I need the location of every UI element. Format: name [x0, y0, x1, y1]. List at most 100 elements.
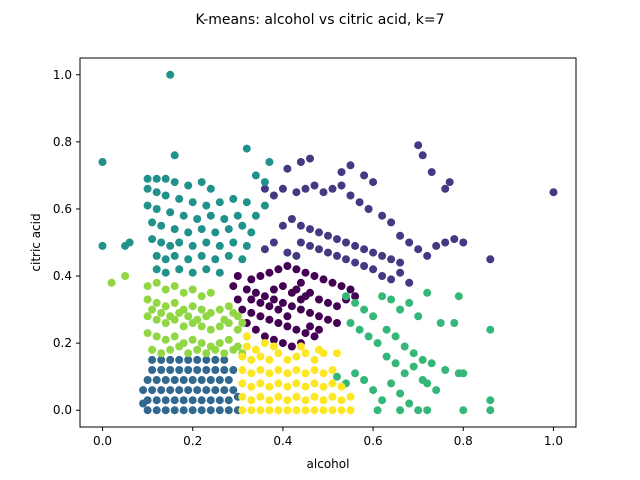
scatter-point-cluster-0	[265, 302, 274, 311]
scatter-point-cluster-2	[170, 376, 179, 384]
scatter-point-cluster-5	[161, 302, 170, 311]
scatter-point-cluster-2	[179, 406, 188, 415]
scatter-point-cluster-1	[287, 215, 296, 223]
scatter-point-cluster-3	[197, 225, 206, 234]
scatter-point-cluster-6	[247, 396, 256, 405]
scatter-point-cluster-4	[486, 325, 495, 334]
scatter-point-cluster-0	[256, 298, 265, 307]
scatter-point-cluster-3	[188, 198, 197, 207]
scatter-point-cluster-6	[292, 406, 301, 415]
scatter-point-cluster-0	[265, 268, 274, 277]
scatter-point-cluster-5	[143, 282, 152, 291]
scatter-point-cluster-1	[387, 218, 396, 227]
scatter-point-cluster-4	[418, 355, 427, 364]
scatter-point-cluster-5	[224, 302, 233, 311]
scatter-point-cluster-4	[414, 312, 423, 321]
y-tick-label: 0.2	[53, 336, 72, 350]
scatter-point-cluster-0	[296, 305, 305, 314]
scatter-point-cluster-3	[152, 174, 161, 183]
scatter-point-cluster-1	[427, 168, 436, 177]
scatter-point-cluster-2	[211, 386, 220, 395]
scatter-point-cluster-2	[166, 386, 175, 395]
scatter-point-cluster-1	[337, 168, 346, 177]
scatter-point-cluster-2	[148, 355, 157, 364]
scatter-point-cluster-4	[378, 396, 387, 405]
scatter-point-cluster-2	[197, 406, 206, 415]
scatter-point-cluster-4	[454, 292, 463, 301]
scatter-point-cluster-6	[346, 392, 355, 401]
scatter-point-cluster-2	[202, 366, 211, 374]
scatter-point-cluster-2	[143, 376, 152, 384]
scatter-point-cluster-3	[152, 251, 161, 260]
scatter-point-cluster-4	[391, 359, 400, 368]
scatter-point-cluster-3	[143, 184, 152, 193]
scatter-point-cluster-6	[242, 342, 251, 351]
scatter-point-cluster-1	[378, 272, 387, 280]
scatter-point-cluster-1	[278, 221, 287, 230]
scatter-point-cluster-6	[310, 406, 319, 415]
scatter-point-cluster-5	[166, 345, 175, 354]
scatter-point-cluster-2	[175, 355, 184, 364]
scatter-point-cluster-5	[152, 298, 161, 307]
scatter-point-cluster-0	[229, 282, 238, 291]
scatter-point-cluster-3	[260, 178, 269, 187]
scatter-point-cluster-1	[346, 191, 355, 200]
scatter-point-cluster-6	[310, 379, 319, 388]
scatter-point-cluster-6	[283, 382, 292, 391]
scatter-point-cluster-6	[283, 355, 292, 364]
scatter-point-cluster-4	[405, 298, 414, 307]
scatter-point-cluster-2	[143, 406, 152, 415]
scatter-point-cluster-5	[202, 349, 211, 358]
scatter-point-cluster-5	[215, 339, 224, 348]
scatter-point-cluster-4	[486, 396, 495, 405]
scatter-point-cluster-6	[315, 345, 323, 354]
scatter-point-cluster-4	[351, 298, 360, 307]
scatter-point-cluster-3	[175, 194, 184, 203]
scatter-point-cluster-2	[193, 355, 202, 364]
scatter-point-cluster-6	[238, 366, 247, 374]
scatter-point-cluster-6	[301, 406, 310, 415]
scatter-point-cluster-0	[324, 315, 332, 324]
scatter-point-cluster-1	[278, 184, 287, 193]
scatter-point-cluster-5	[184, 349, 193, 358]
scatter-point-cluster-1	[346, 161, 355, 170]
scatter-point-cluster-5	[188, 285, 197, 294]
scatter-point-cluster-1	[405, 278, 414, 287]
scatter-point-cluster-0	[269, 285, 278, 294]
scatter-point-cluster-5	[107, 278, 116, 287]
scatter-point-cluster-5	[197, 292, 206, 301]
scatter-point-cluster-6	[265, 369, 274, 378]
scatter-point-cluster-3	[242, 241, 251, 250]
scatter-point-cluster-1	[423, 251, 432, 260]
scatter-point-cluster-4	[459, 369, 468, 378]
scatter-point-cluster-2	[139, 399, 148, 408]
scatter-point-cluster-6	[283, 396, 292, 405]
scatter-point-cluster-1	[306, 225, 314, 234]
scatter-point-cluster-3	[184, 228, 193, 237]
scatter-point-cluster-0	[319, 275, 328, 284]
scatter-point-cluster-4	[369, 312, 378, 321]
scatter-point-cluster-3	[152, 188, 161, 197]
scatter-point-cluster-4	[427, 359, 436, 368]
scatter-point-cluster-5	[143, 295, 152, 304]
scatter-point-cluster-3	[251, 171, 260, 180]
scatter-point-cluster-4	[396, 406, 405, 415]
scatter-point-cluster-5	[161, 319, 170, 327]
scatter-point-cluster-2	[215, 396, 224, 405]
scatter-point-cluster-5	[161, 285, 170, 294]
scatter-point-cluster-1	[260, 184, 269, 193]
scatter-point-cluster-6	[247, 406, 256, 415]
scatter-point-cluster-6	[251, 345, 260, 354]
scatter-point-cluster-4	[391, 332, 400, 341]
scatter-point-cluster-4	[346, 319, 355, 327]
scatter-point-cluster-1	[405, 238, 414, 247]
scatter-point-cluster-6	[301, 396, 310, 405]
x-axis-label: alcohol	[307, 457, 350, 471]
scatter-point-cluster-0	[233, 272, 242, 280]
scatter-point-cluster-3	[251, 211, 260, 220]
scatter-point-cluster-1	[445, 178, 454, 187]
scatter-point-cluster-0	[256, 312, 265, 321]
x-tick-label: 0.0	[93, 434, 112, 448]
scatter-point-cluster-6	[269, 342, 278, 351]
scatter-point-cluster-2	[229, 386, 238, 395]
